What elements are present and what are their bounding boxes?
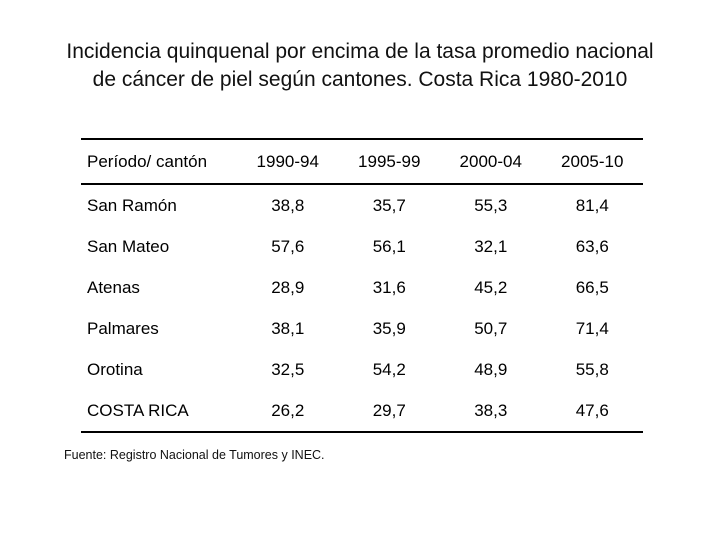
table-row: COSTA RICA 26,2 29,7 38,3 47,6 xyxy=(81,390,643,432)
header-cell-2005-10: 2005-10 xyxy=(561,151,624,171)
table-row: San Mateo 57,6 56,1 32,1 63,6 xyxy=(81,226,643,267)
table-row: Atenas 28,9 31,6 45,2 66,5 xyxy=(81,267,643,308)
data-table-container: Período/ cantón 1990-94 1995-99 2000-04 … xyxy=(81,138,643,433)
row-label: Palmares xyxy=(87,318,159,338)
table-cell: 63,6 xyxy=(575,236,609,256)
table-row: San Ramón 38,8 35,7 55,3 81,4 xyxy=(81,184,643,226)
table-cell: 56,1 xyxy=(372,236,406,256)
table-cell: 47,6 xyxy=(575,400,609,420)
table-cell: 55,8 xyxy=(575,359,609,379)
table-cell: 45,2 xyxy=(474,277,508,297)
row-label: COSTA RICA xyxy=(87,400,189,420)
title-line-1: Incidencia quinquenal por encima de la t… xyxy=(66,40,654,63)
table-row: Palmares 38,1 35,9 50,7 71,4 xyxy=(81,308,643,349)
source-note: Fuente: Registro Nacional de Tumores y I… xyxy=(64,448,325,462)
table-cell: 38,3 xyxy=(474,400,508,420)
table-cell: 28,9 xyxy=(271,277,305,297)
header-cell-2000-04: 2000-04 xyxy=(459,151,522,171)
table-cell: 26,2 xyxy=(271,400,305,420)
title-line-2: de cáncer de piel según cantones. Costa … xyxy=(92,68,628,91)
table-row: Orotina 32,5 54,2 48,9 55,8 xyxy=(81,349,643,390)
header-cell-1995-99: 1995-99 xyxy=(358,151,421,171)
incidence-table: Período/ cantón 1990-94 1995-99 2000-04 … xyxy=(81,138,643,433)
table-cell: 32,5 xyxy=(271,359,305,379)
table-cell: 54,2 xyxy=(372,359,406,379)
table-cell: 66,5 xyxy=(575,277,609,297)
table-cell: 32,1 xyxy=(474,236,508,256)
row-label: Atenas xyxy=(87,277,140,297)
table-cell: 38,1 xyxy=(271,318,305,338)
table-cell: 35,9 xyxy=(372,318,406,338)
table-cell: 55,3 xyxy=(474,195,508,215)
page-title: Incidencia quinquenal por encima de la t… xyxy=(30,38,690,94)
table-header-row: Período/ cantón 1990-94 1995-99 2000-04 … xyxy=(81,139,643,184)
table-cell: 48,9 xyxy=(474,359,508,379)
table-cell: 31,6 xyxy=(372,277,406,297)
table-cell: 71,4 xyxy=(575,318,609,338)
table-cell: 38,8 xyxy=(271,195,305,215)
table-cell: 81,4 xyxy=(575,195,609,215)
header-cell-period: Período/ cantón xyxy=(87,151,208,171)
table-cell: 57,6 xyxy=(271,236,305,256)
table-cell: 35,7 xyxy=(372,195,406,215)
row-label: San Ramón xyxy=(87,195,177,215)
row-label: Orotina xyxy=(87,359,143,379)
table-cell: 50,7 xyxy=(474,318,508,338)
table-cell: 29,7 xyxy=(372,400,406,420)
row-label: San Mateo xyxy=(87,236,170,256)
header-cell-1990-94: 1990-94 xyxy=(256,151,319,171)
